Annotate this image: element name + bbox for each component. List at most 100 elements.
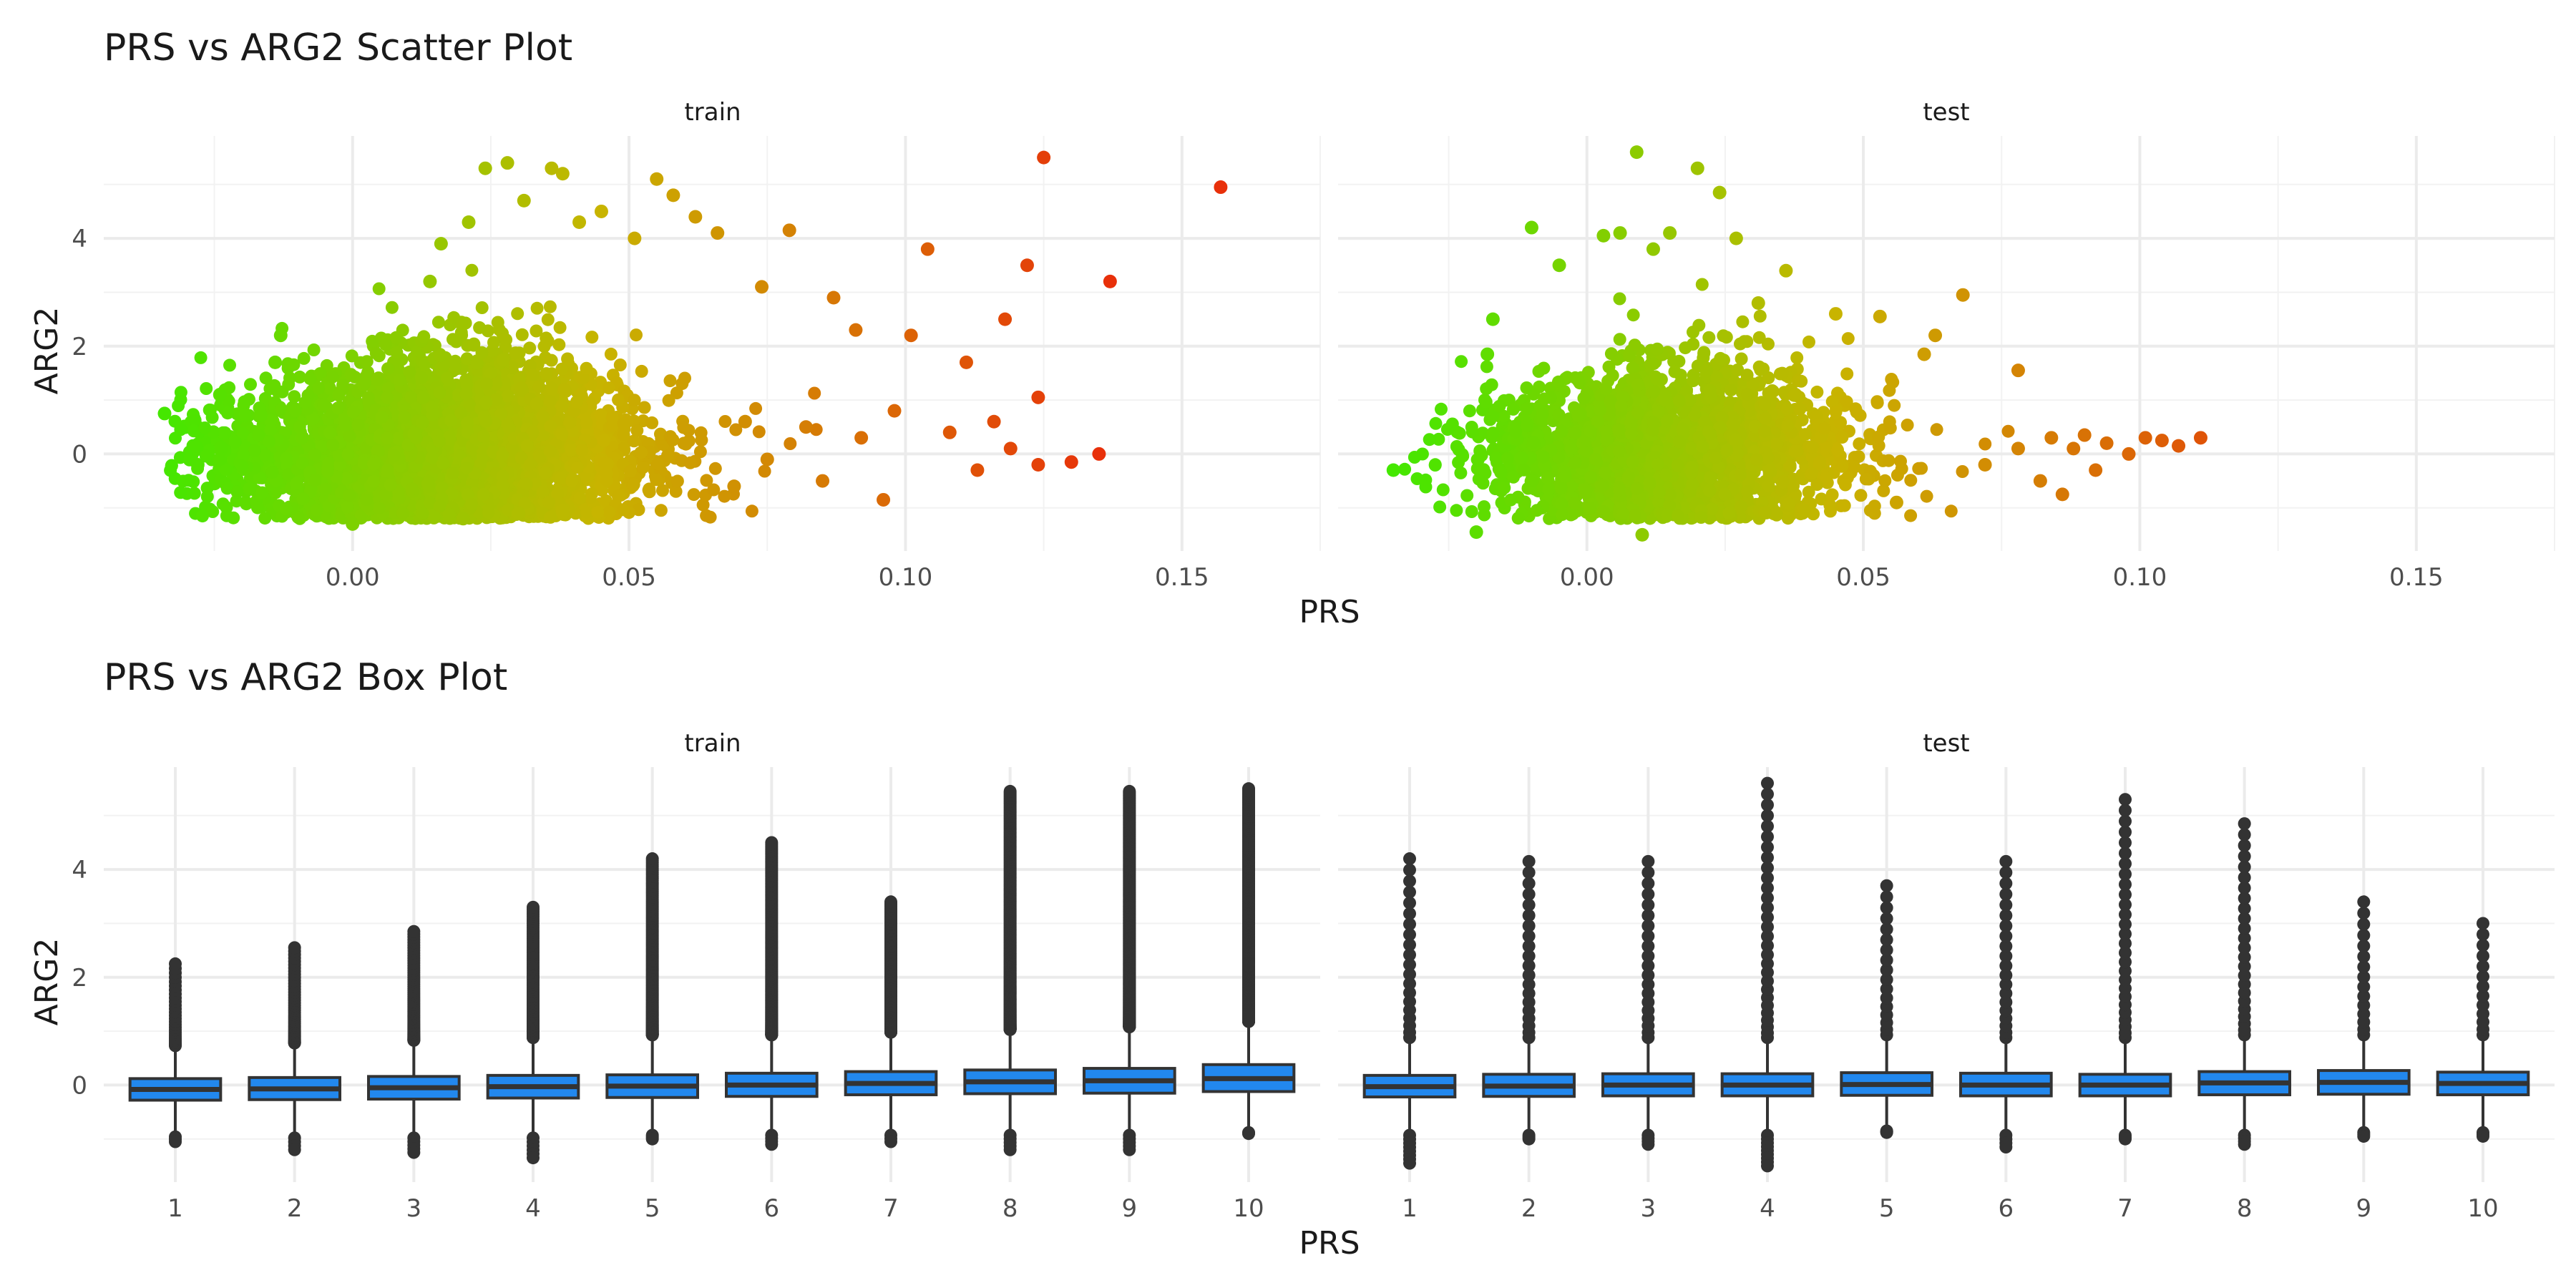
scatter-point bbox=[573, 492, 587, 505]
scatter-point bbox=[237, 449, 250, 462]
scatter-point bbox=[515, 328, 529, 341]
scatter-point bbox=[268, 355, 283, 369]
scatter-point bbox=[308, 448, 321, 462]
scatter-point bbox=[544, 510, 557, 524]
scatter-point bbox=[630, 424, 644, 437]
scatter-point bbox=[555, 427, 569, 441]
scatter-point bbox=[662, 394, 675, 407]
scatter-point bbox=[678, 371, 691, 385]
scatter-point bbox=[187, 424, 200, 438]
scatter-point bbox=[1912, 462, 1926, 475]
scatter-point bbox=[628, 231, 642, 245]
scatter-point bbox=[375, 411, 389, 424]
scatter-point bbox=[1398, 462, 1412, 476]
scatter-point bbox=[1450, 440, 1463, 453]
scatter-point bbox=[602, 505, 616, 519]
scatter-point bbox=[351, 418, 365, 431]
scatter-point bbox=[970, 463, 985, 477]
scatter-point bbox=[703, 510, 717, 524]
scatter-point bbox=[613, 358, 627, 371]
scatter-point bbox=[341, 500, 354, 514]
scatter-point bbox=[366, 334, 379, 348]
scatter-point bbox=[189, 439, 203, 453]
scatter-point bbox=[416, 391, 430, 404]
scatter-point bbox=[196, 509, 209, 523]
scatter-point bbox=[745, 504, 758, 518]
scatter-point bbox=[228, 435, 242, 449]
scatter-point bbox=[594, 204, 608, 218]
scatter-point bbox=[604, 347, 618, 361]
scatter-point bbox=[627, 478, 640, 491]
scatter-point bbox=[708, 462, 722, 475]
scatter-point bbox=[422, 479, 436, 493]
scatter-point bbox=[543, 300, 557, 313]
scatter-point bbox=[251, 429, 265, 442]
scatter-point bbox=[238, 408, 252, 421]
scatter-point bbox=[182, 474, 195, 487]
scatter-point bbox=[473, 321, 487, 334]
scatter-point bbox=[1885, 373, 1898, 386]
scatter-point bbox=[190, 457, 205, 472]
scatter-point bbox=[597, 434, 610, 447]
scatter-point bbox=[456, 512, 470, 526]
scatter-point bbox=[308, 474, 322, 487]
scatter-point bbox=[475, 301, 489, 314]
scatter-point bbox=[571, 461, 584, 474]
scatter-point bbox=[403, 365, 416, 379]
scatter-point bbox=[557, 382, 571, 396]
panel-background bbox=[1338, 136, 2555, 551]
scatter-point bbox=[244, 378, 257, 391]
x-tick-label: 0.00 bbox=[326, 563, 380, 592]
scatter-point bbox=[523, 341, 537, 355]
scatter-point bbox=[367, 474, 381, 488]
x-tick-label: 0.10 bbox=[879, 563, 933, 592]
scatter-point bbox=[434, 349, 447, 363]
scatter-point bbox=[1840, 367, 1854, 381]
scatter-point bbox=[749, 401, 763, 415]
scatter-point bbox=[297, 351, 311, 365]
scatter-point bbox=[565, 474, 579, 487]
scatter-point bbox=[718, 415, 732, 428]
scatter-point bbox=[643, 485, 656, 499]
scatter-point bbox=[553, 321, 567, 334]
y-tick-label: 2 bbox=[72, 333, 87, 361]
scatter-point bbox=[600, 474, 613, 487]
scatter-point bbox=[475, 346, 489, 359]
scatter-point bbox=[711, 226, 725, 240]
scatter-point bbox=[555, 504, 569, 517]
scatter-point bbox=[998, 312, 1013, 326]
scatter-point bbox=[396, 507, 409, 520]
scatter-title: PRS vs ARG2 Scatter Plot bbox=[104, 26, 572, 69]
scatter-point bbox=[381, 362, 394, 376]
scatter-point bbox=[612, 393, 625, 406]
scatter-point bbox=[174, 486, 187, 499]
scatter-point bbox=[342, 489, 356, 502]
scatter-point bbox=[654, 504, 668, 517]
scatter-point bbox=[755, 280, 769, 294]
scatter-point bbox=[255, 409, 268, 422]
scatter-point bbox=[251, 501, 264, 514]
scatter-point bbox=[398, 411, 411, 424]
scatter-point bbox=[635, 364, 648, 378]
scatter-point bbox=[1790, 351, 1804, 364]
scatter-point bbox=[512, 506, 526, 520]
scatter-point bbox=[258, 512, 272, 525]
scatter-point bbox=[799, 420, 813, 434]
scatter-point bbox=[1752, 331, 1766, 344]
scatter-point bbox=[1901, 419, 1914, 431]
scatter-point bbox=[545, 353, 558, 367]
scatter-point bbox=[442, 508, 456, 522]
scatter-point bbox=[288, 404, 302, 417]
scatter-point bbox=[651, 457, 665, 471]
scatter-chart: PRS vs ARG2 Scatter Plot train test ARG2… bbox=[29, 26, 2555, 630]
scatter-point bbox=[1956, 465, 1969, 478]
scatter-point bbox=[496, 353, 509, 366]
scatter-point bbox=[223, 358, 236, 372]
scatter-point bbox=[920, 242, 935, 256]
scatter-point bbox=[752, 425, 766, 439]
scatter-point bbox=[404, 391, 418, 404]
scatter-point bbox=[318, 482, 332, 496]
scatter-point bbox=[321, 461, 334, 474]
scatter-point bbox=[1428, 458, 1442, 472]
